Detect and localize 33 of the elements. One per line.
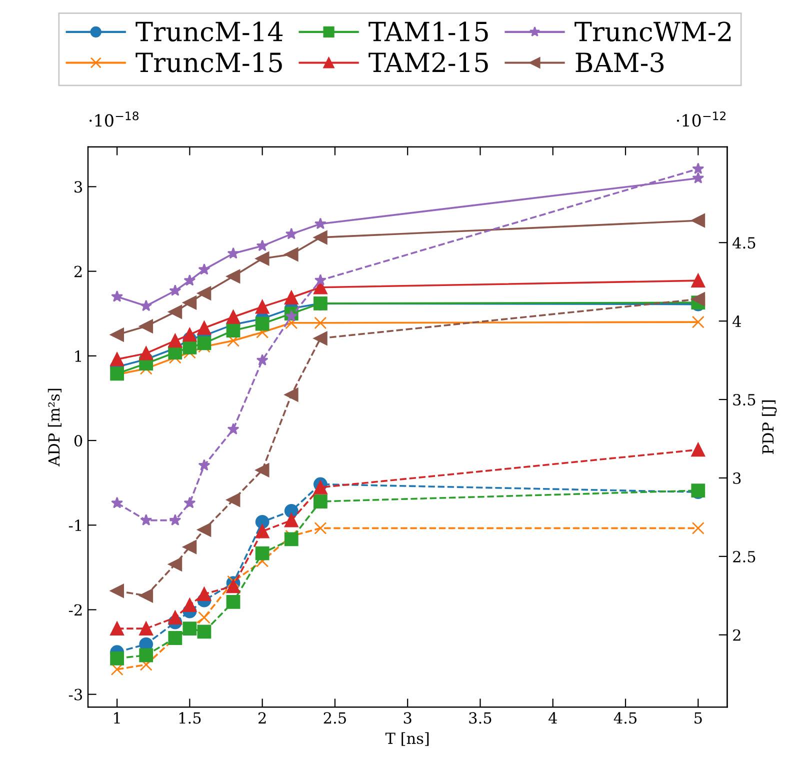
x-tick-label: 3.5 <box>469 712 492 724</box>
x-tick-label: 3 <box>404 712 412 724</box>
legend-label: TAM2-15 <box>368 52 488 72</box>
y-tick-label: 1 <box>75 350 81 362</box>
y-tick-label: 0 <box>74 434 82 447</box>
text: ·10$^{−12}$ <box>676 111 726 127</box>
y-tick-label: -3 <box>68 688 82 700</box>
y2-tick-label: 4.5 <box>732 237 756 249</box>
x-tick-label: 1.5 <box>179 712 201 724</box>
x-tick-label: 4 <box>548 712 557 724</box>
x-tick-label: 4.5 <box>614 712 636 724</box>
legend-label: TruncM-14 <box>136 22 283 42</box>
y2-tick-label: 3 <box>733 472 741 484</box>
y2-axis-title: PDP [J] <box>762 400 777 454</box>
legend-label: TruncWM-2 <box>574 22 731 42</box>
x-tick-label: 5 <box>694 712 702 724</box>
y-tick-label: -2 <box>68 604 82 616</box>
y2-tick-label: 4 <box>732 316 742 327</box>
text: ·10$^{−18}$ <box>90 111 138 127</box>
x-tick-label: 2.5 <box>324 712 346 724</box>
x-axis-title: T [ns] <box>385 732 429 746</box>
y2-tick-label: 2 <box>733 629 740 641</box>
legend-label: BAM-3 <box>576 52 664 72</box>
y-axis-title: ADP [m²s] <box>48 388 62 466</box>
y2-tick-label: 3.5 <box>733 394 756 406</box>
legend-label: TruncM-15 <box>136 52 282 72</box>
x-tick-label: 1 <box>114 712 120 724</box>
legend-label: TAM1-15 <box>368 22 488 42</box>
y-tick-label: 2 <box>74 266 82 278</box>
x-tick-label: 2 <box>258 712 266 724</box>
y-tick-label: 3 <box>74 181 82 193</box>
y2-tick-label: 2.5 <box>733 550 756 562</box>
y-tick-label: -1 <box>68 520 81 531</box>
